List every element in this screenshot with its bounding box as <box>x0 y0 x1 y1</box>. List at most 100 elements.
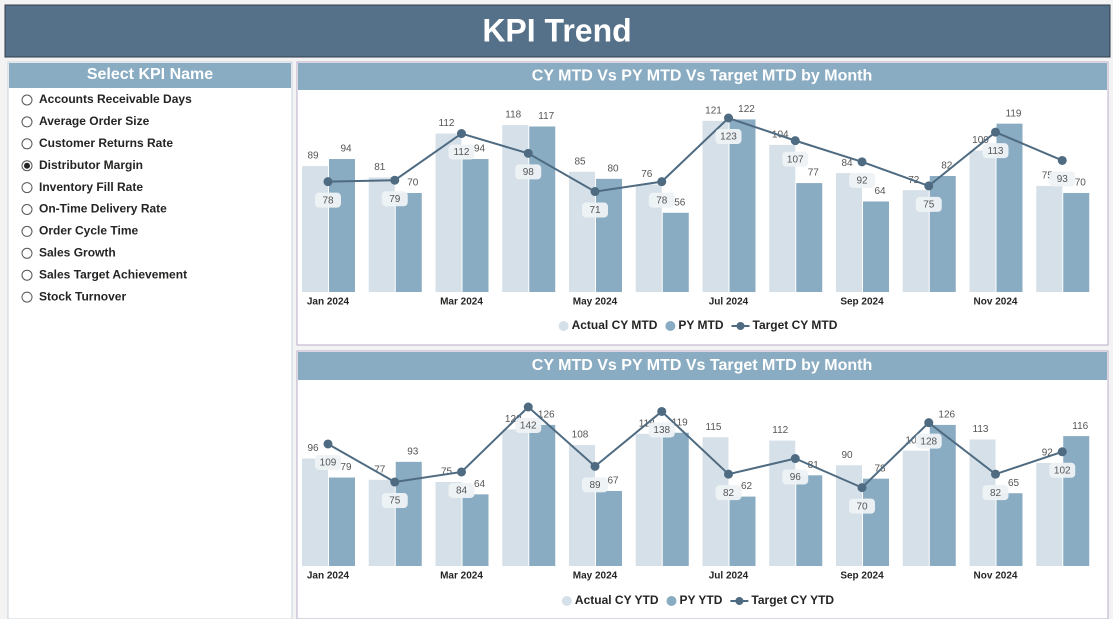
value-label-box <box>849 172 875 188</box>
radio-button[interactable] <box>21 204 33 215</box>
value-label: 90 <box>841 450 853 461</box>
radio-button[interactable] <box>21 138 33 150</box>
page-title: KPI Trend <box>482 12 631 48</box>
target-point <box>390 477 400 487</box>
value-label: 119 <box>672 417 688 428</box>
value-label-box <box>648 422 675 438</box>
option-label[interactable]: Stock Turnover <box>39 289 126 303</box>
value-label-box <box>582 202 608 218</box>
slicer-option[interactable]: On-Time Delivery Rate <box>21 202 167 216</box>
value-label: 62 <box>741 481 753 492</box>
bar <box>796 475 823 566</box>
bar <box>996 493 1023 566</box>
bar <box>662 212 689 292</box>
bar <box>702 437 729 566</box>
target-point <box>323 439 333 449</box>
radio-button[interactable] <box>21 116 33 128</box>
bar <box>969 439 996 566</box>
value-label: 75 <box>389 496 401 507</box>
bar <box>1036 462 1063 566</box>
value-label: 76 <box>641 169 653 180</box>
value-label: 84 <box>456 486 468 497</box>
value-label: 71 <box>589 205 601 216</box>
legend-label: PY YTD <box>679 593 722 607</box>
value-label: 81 <box>374 162 386 173</box>
value-label-box <box>915 196 942 212</box>
legend-label: Target CY MTD <box>753 318 838 332</box>
slicer-option[interactable]: Sales Target Achievement <box>21 267 187 281</box>
bar <box>902 450 929 566</box>
x-tick-label: Nov 2024 <box>974 297 1018 308</box>
radio-button[interactable] <box>21 247 33 259</box>
slicer-option[interactable]: Inventory Fill Rate <box>21 180 143 194</box>
bar <box>796 183 823 292</box>
bar <box>929 176 956 292</box>
value-label-box <box>448 482 475 498</box>
value-label: 84 <box>841 158 853 169</box>
value-label: 112 <box>454 147 470 158</box>
target-point <box>657 177 667 187</box>
value-label: 79 <box>389 194 401 205</box>
radio-button[interactable] <box>21 291 33 303</box>
value-label: 123 <box>720 132 737 143</box>
bar <box>529 424 556 566</box>
x-tick-label: Jan 2024 <box>307 571 350 582</box>
option-label[interactable]: On-Time Delivery Rate <box>39 202 167 216</box>
x-tick-label: Mar 2024 <box>440 571 483 582</box>
x-tick-label: Mar 2024 <box>440 297 483 308</box>
value-label: 70 <box>856 501 868 512</box>
radio-selected <box>24 162 30 169</box>
value-label-box <box>315 454 341 470</box>
option-label[interactable]: Sales Growth <box>39 245 116 259</box>
target-point <box>724 469 733 479</box>
chart-panel: CY MTD Vs PY MTD Vs Target MTD by Month 9… <box>296 350 1109 619</box>
option-label[interactable]: Accounts Receivable Days <box>39 92 192 106</box>
target-point <box>390 175 400 185</box>
value-label: 78 <box>656 195 668 206</box>
target-point <box>724 113 733 123</box>
legend-label: Actual CY MTD <box>572 318 658 332</box>
radio-button[interactable] <box>21 182 33 194</box>
bar <box>836 465 862 566</box>
value-label: 112 <box>439 118 455 129</box>
value-label-box <box>381 191 408 207</box>
option-label[interactable]: Average Order Size <box>39 114 150 128</box>
radio-button[interactable] <box>21 269 33 281</box>
slicer-option[interactable]: Stock Turnover <box>21 289 126 303</box>
radio-button[interactable] <box>21 94 33 106</box>
slicer-option[interactable]: Accounts Receivable Days <box>21 92 192 106</box>
bar <box>368 479 395 566</box>
value-label: 122 <box>505 414 522 425</box>
value-label: 108 <box>572 430 589 441</box>
option-label[interactable]: Inventory Fill Rate <box>39 180 143 194</box>
value-label-box <box>515 418 542 433</box>
value-label: 126 <box>538 410 555 421</box>
target-point <box>523 402 533 412</box>
bar <box>769 144 796 292</box>
option-label[interactable]: Distributor Margin <box>39 158 143 172</box>
target-point <box>657 406 667 416</box>
value-label: 103 <box>905 435 922 446</box>
target-point <box>1057 155 1067 165</box>
value-label: 116 <box>1072 421 1088 432</box>
header-bar <box>4 4 1111 58</box>
target-point <box>457 129 466 139</box>
legend-label: Target CY YTD <box>751 593 834 607</box>
legend: Actual CY MTD PY MTD Target CY MTD <box>558 318 838 332</box>
x-tick-label: Jul 2024 <box>709 297 749 308</box>
chart-title-bar <box>298 63 1107 90</box>
option-label[interactable]: Sales Target Achievement <box>39 267 187 281</box>
radio-button[interactable] <box>21 225 33 237</box>
option-label[interactable]: Customer Returns Rate <box>39 136 173 150</box>
value-label-box <box>1049 171 1076 187</box>
slicer-option[interactable]: Average Order Size <box>21 114 150 128</box>
slicer-option[interactable]: Sales Growth <box>21 245 116 259</box>
value-label: 122 <box>738 104 755 115</box>
value-label: 94 <box>474 144 486 155</box>
bar <box>302 166 328 292</box>
option-label[interactable]: Order Cycle Time <box>39 224 138 238</box>
slicer-option[interactable]: Distributor Margin <box>21 158 143 172</box>
slicer-option[interactable]: Customer Returns Rate <box>21 136 173 150</box>
value-label: 100 <box>972 135 989 146</box>
slicer-option[interactable]: Order Cycle Time <box>21 224 138 238</box>
